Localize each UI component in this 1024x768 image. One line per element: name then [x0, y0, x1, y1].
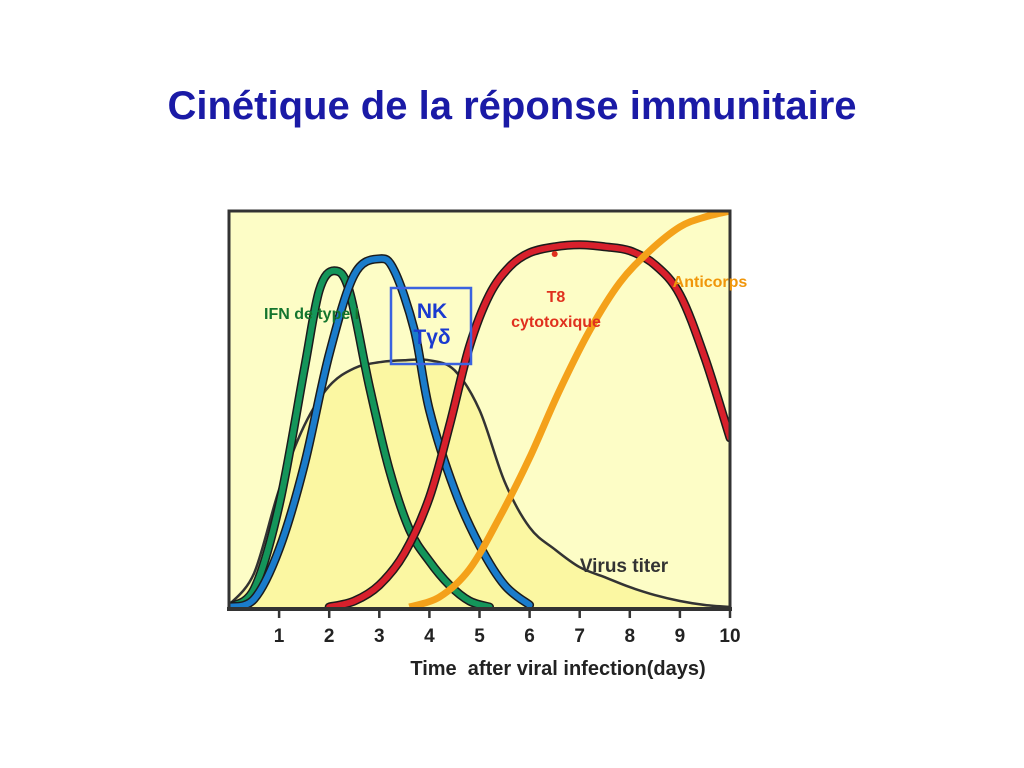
x-tick-label: 9 — [675, 626, 686, 647]
t8-label-line1: T8 — [547, 289, 566, 306]
t8-label-line2: cytotoxique — [511, 314, 601, 331]
x-tick-label: 1 — [274, 626, 285, 647]
x-tick-label: 5 — [474, 626, 485, 647]
virus-titer-area — [229, 359, 730, 609]
slide-title: Cinétique de la réponse immunitaire — [167, 84, 857, 128]
nk-label-line2: Tγδ — [413, 326, 450, 349]
x-tick-label: 2 — [324, 626, 335, 647]
plot-frame — [227, 209, 732, 609]
ifn-label: IFN de type I — [264, 306, 359, 323]
x-tick-label: 8 — [625, 626, 636, 647]
nk-label-box — [389, 286, 473, 366]
t8-cytotoxique-line — [326, 241, 730, 609]
virus-titer-label: Virus titer — [580, 556, 669, 577]
x-tick-label: 7 — [574, 626, 585, 647]
x-tick-label: 10 — [719, 626, 740, 647]
anticorps-label: Anticorps — [673, 274, 748, 291]
x-axis-label: Time after viral infection(days) — [410, 658, 705, 680]
ifn-de-type-i-line — [229, 267, 493, 609]
t8-pointer-dot — [551, 251, 558, 257]
x-tick-label: 4 — [424, 626, 435, 647]
nk-t-line — [229, 255, 533, 609]
x-tick-label: 3 — [374, 626, 385, 647]
anticorps-line — [408, 211, 730, 609]
x-tick-label: 6 — [524, 626, 535, 647]
nk-label-line1: NK — [417, 300, 447, 323]
virus-titer-line — [229, 358, 730, 609]
